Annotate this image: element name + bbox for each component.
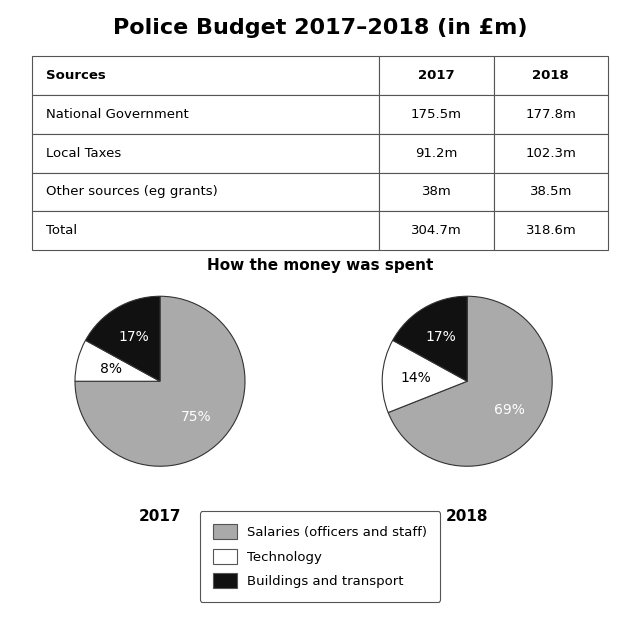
Text: 14%: 14%	[401, 371, 431, 385]
Legend: Salaries (officers and staff), Technology, Buildings and transport: Salaries (officers and staff), Technolog…	[200, 511, 440, 601]
Text: 2018: 2018	[446, 509, 488, 524]
Text: Police Budget 2017–2018 (in £m): Police Budget 2017–2018 (in £m)	[113, 18, 527, 38]
Wedge shape	[382, 340, 467, 412]
Wedge shape	[86, 296, 160, 381]
Text: 2017: 2017	[139, 509, 181, 524]
Wedge shape	[75, 340, 160, 381]
Text: 75%: 75%	[180, 410, 211, 424]
Wedge shape	[75, 296, 245, 466]
Wedge shape	[393, 296, 467, 381]
Text: 17%: 17%	[426, 331, 456, 344]
Text: 69%: 69%	[494, 403, 525, 417]
Text: How the money was spent: How the money was spent	[207, 258, 433, 273]
Text: 8%: 8%	[100, 362, 122, 376]
Wedge shape	[388, 296, 552, 466]
Text: 17%: 17%	[118, 331, 149, 344]
